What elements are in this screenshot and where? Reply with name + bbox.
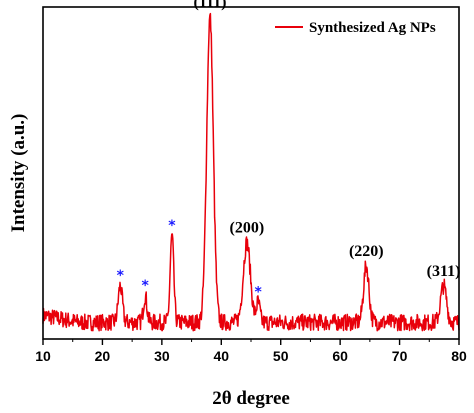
x-tick-label: 30 bbox=[154, 348, 170, 364]
x-axis-title: 2θ degree bbox=[212, 388, 290, 409]
x-tick-label: 50 bbox=[273, 348, 289, 364]
peak-label: (111) bbox=[194, 0, 227, 11]
x-tick-label: 60 bbox=[332, 348, 348, 364]
impurity-marker: * bbox=[254, 284, 262, 300]
peak-label: (311) bbox=[427, 263, 461, 280]
impurity-marker: * bbox=[142, 278, 150, 294]
x-tick-label: 80 bbox=[451, 348, 467, 364]
x-tick-label: 70 bbox=[392, 348, 408, 364]
plot-area bbox=[42, 12, 460, 332]
x-tick-label: 20 bbox=[95, 348, 111, 364]
legend-label: Synthesized Ag NPs bbox=[309, 20, 436, 36]
peak-label: (200) bbox=[230, 220, 265, 237]
x-axis: 10 20 30 40 50 60 70 80 bbox=[35, 339, 467, 364]
annotations: (111) (200) (220) (311) * * * * bbox=[117, 0, 461, 300]
x-tick-label: 40 bbox=[213, 348, 229, 364]
impurity-marker: * bbox=[168, 218, 176, 234]
series-line bbox=[42, 12, 460, 332]
peak-label: (220) bbox=[349, 243, 384, 260]
x-tick-label: 10 bbox=[35, 348, 51, 364]
y-axis-title: Intensity (a.u.) bbox=[8, 114, 29, 233]
impurity-marker: * bbox=[117, 268, 125, 284]
legend: Synthesized Ag NPs bbox=[275, 20, 436, 36]
